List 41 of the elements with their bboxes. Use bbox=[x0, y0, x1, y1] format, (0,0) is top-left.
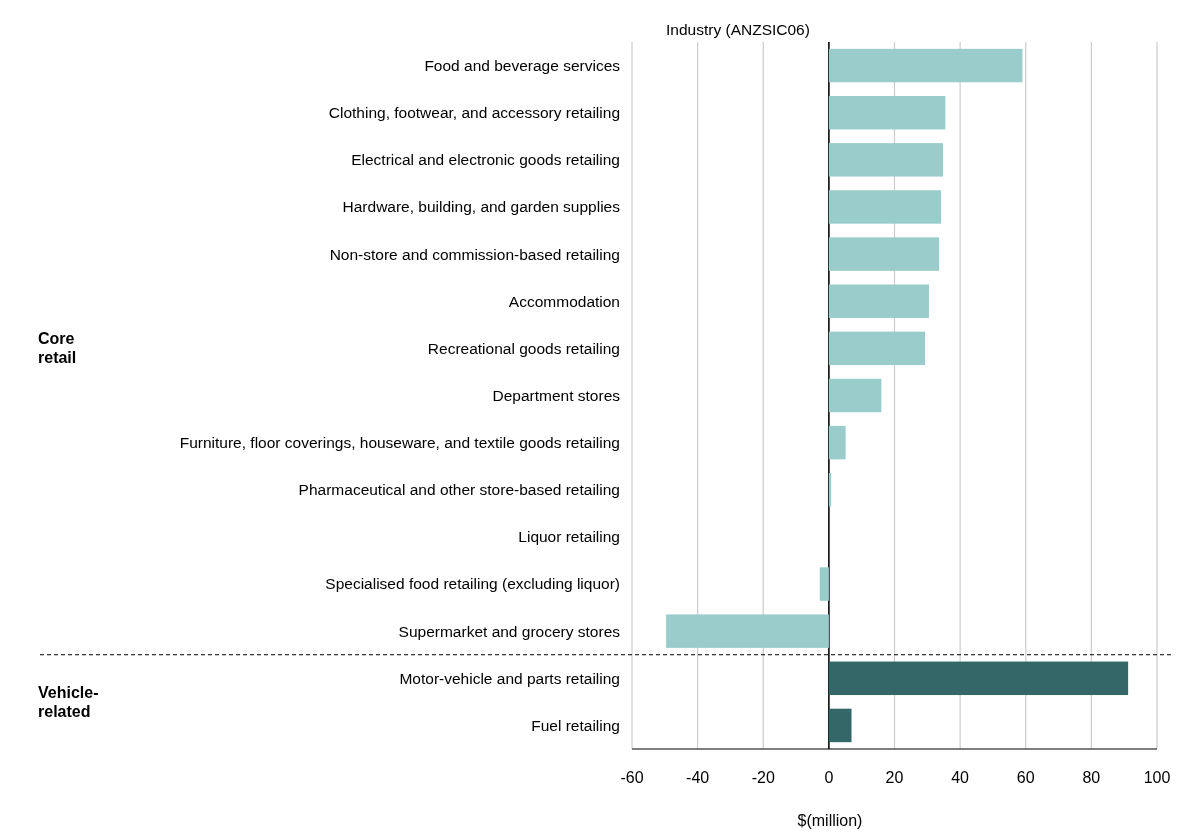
y-tick-label: Motor-vehicle and parts retailing bbox=[399, 669, 620, 687]
x-tick-label: 20 bbox=[885, 769, 904, 786]
y-axis-title: Industry (ANZSIC06) bbox=[666, 21, 810, 38]
y-tick-label: Food and beverage services bbox=[424, 56, 621, 74]
y-tick-label: Fuel retailing bbox=[531, 716, 620, 734]
y-tick-label: Electrical and electronic goods retailing bbox=[351, 151, 620, 169]
x-tick-label: 60 bbox=[1016, 769, 1035, 786]
y-tick-label: Supermarket and grocery stores bbox=[398, 622, 621, 640]
y-tick-label: Accommodation bbox=[508, 292, 620, 310]
bar bbox=[828, 331, 926, 366]
bar bbox=[828, 95, 946, 130]
y-tick-label: Recreational goods retailing bbox=[427, 339, 620, 357]
x-tick-label: -60 bbox=[620, 769, 644, 786]
bar bbox=[828, 378, 882, 413]
bar bbox=[828, 425, 846, 460]
x-tick-label: 0 bbox=[824, 769, 834, 786]
text: Vehicle-related bbox=[38, 683, 99, 720]
y-tick-label: Hardware, building, and garden supplies bbox=[342, 198, 621, 216]
y-tick-label: Department stores bbox=[492, 386, 621, 404]
bar bbox=[828, 708, 852, 743]
y-tick-label: Liquor retailing bbox=[518, 528, 620, 546]
y-tick-label: Specialised food retailing (excluding liquor) bbox=[325, 575, 620, 593]
x-tick-label: -40 bbox=[686, 769, 710, 786]
x-axis-title: $(million) bbox=[797, 812, 863, 829]
bar bbox=[828, 284, 929, 318]
bar bbox=[828, 48, 1023, 83]
bar bbox=[828, 661, 1129, 696]
y-tick-label: Non-store and commission-based retailing bbox=[329, 245, 620, 263]
y-tick-label: Clothing, footwear, and accessory retailing bbox=[328, 104, 620, 122]
text: Core retail bbox=[38, 330, 77, 367]
bar bbox=[828, 190, 942, 224]
x-tick-label: 40 bbox=[951, 769, 970, 786]
bar bbox=[819, 567, 829, 601]
x-tick-label: 80 bbox=[1082, 769, 1101, 786]
bar bbox=[828, 143, 944, 177]
x-tick-label: -20 bbox=[751, 769, 775, 786]
y-tick-label: Pharmaceutical and other store-based retailing bbox=[298, 481, 620, 499]
bar bbox=[666, 614, 829, 648]
y-tick-label: Furniture, floor coverings, houseware, and textile goods retailing bbox=[179, 434, 620, 452]
x-tick-label: 100 bbox=[1143, 769, 1171, 786]
bar bbox=[828, 237, 940, 271]
